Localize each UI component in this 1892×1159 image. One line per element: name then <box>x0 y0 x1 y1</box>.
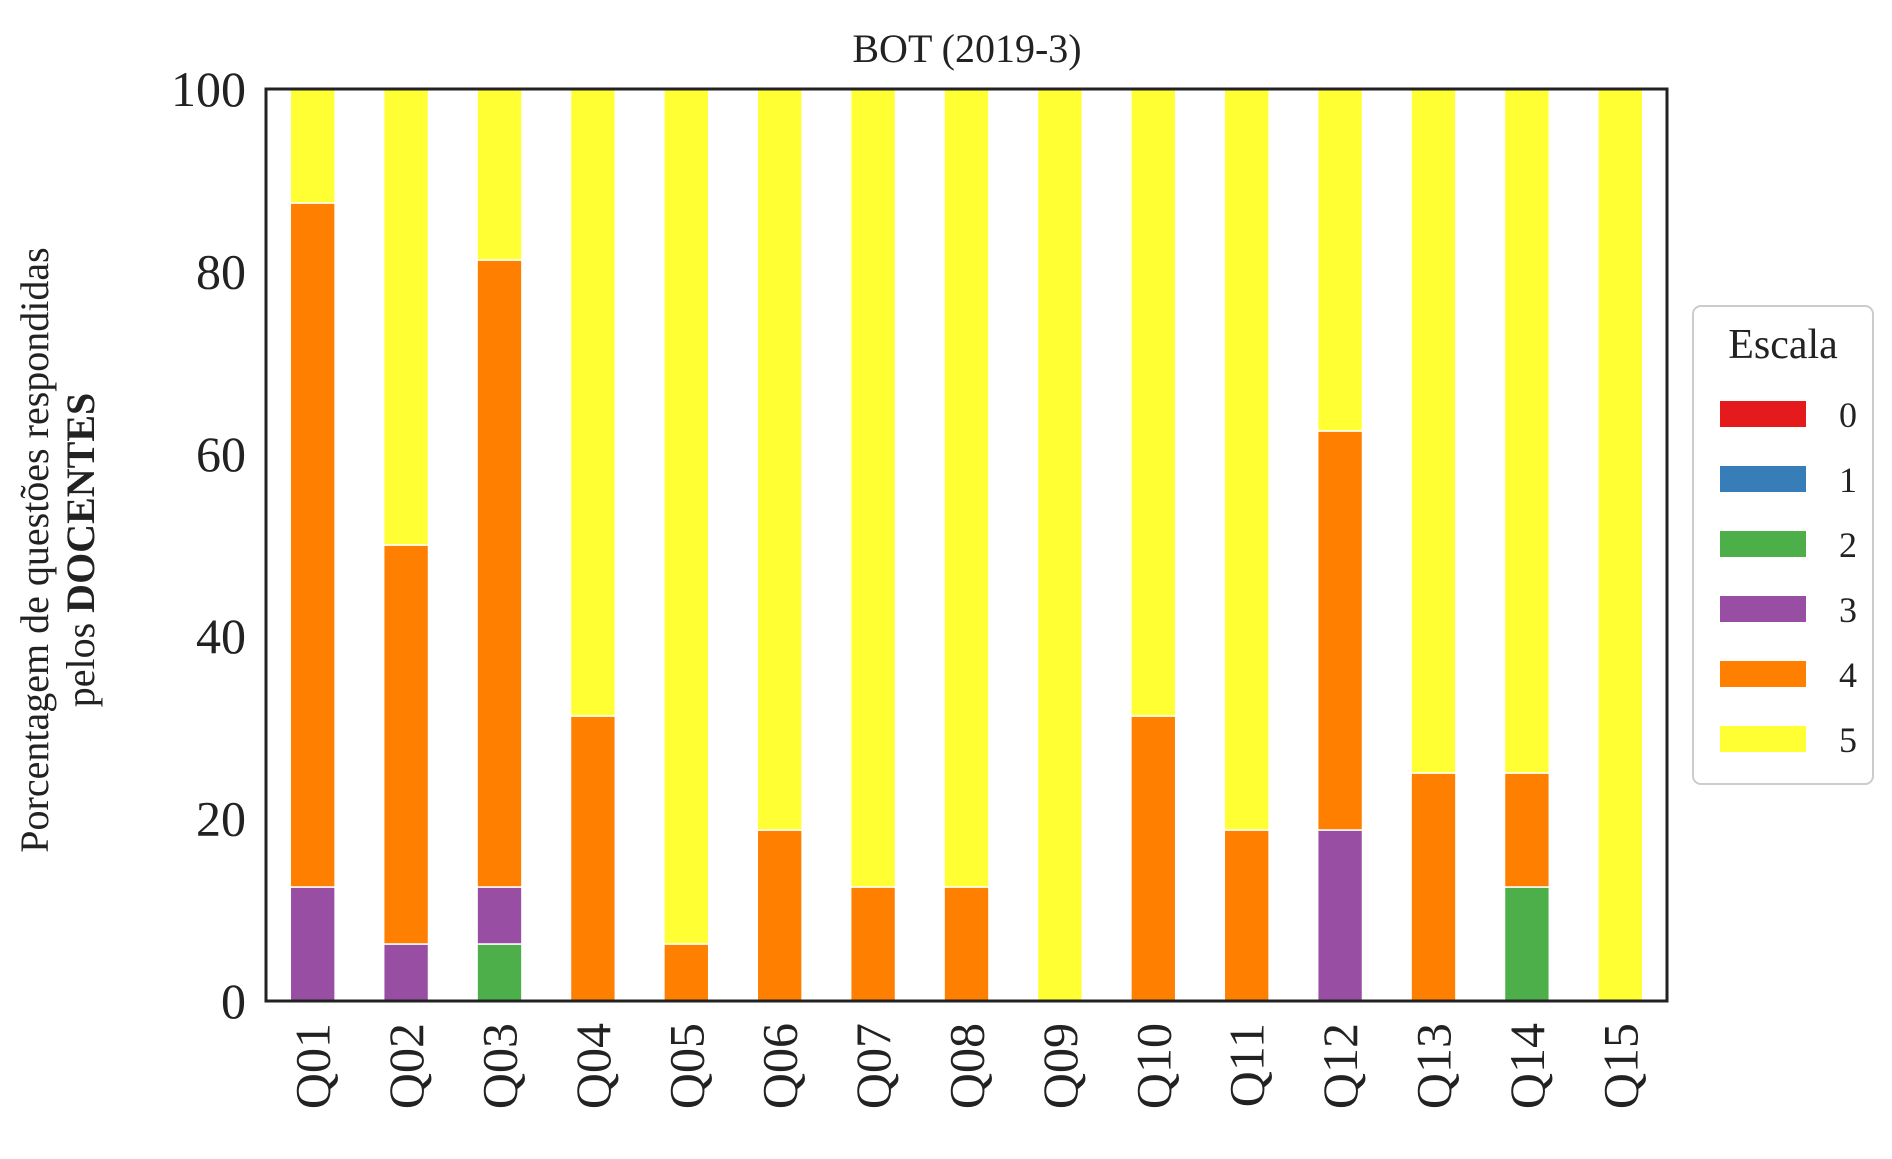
legend-label-3: 3 <box>1839 590 1857 630</box>
bar-Q11-scale-5 <box>1223 88 1270 831</box>
legend-swatch-3 <box>1720 596 1806 622</box>
bar-Q06-scale-5 <box>756 88 803 831</box>
bar-Q10-scale-4 <box>1130 715 1177 1002</box>
bar-Q03-scale-3 <box>476 886 523 945</box>
bar-Q02-scale-4 <box>382 544 430 945</box>
y-axis-label-line2: pelos DOCENTES <box>58 393 103 708</box>
bar-Q05-scale-4 <box>663 943 710 1002</box>
bar-Q01-scale-5 <box>289 88 336 204</box>
bar-Q03-scale-5 <box>476 88 523 261</box>
bar-Q13-scale-4 <box>1410 772 1457 1002</box>
x-axis-ticks: Q01 Q02 Q03 Q04 Q05 Q06 Q07 Q08 Q09 Q10 Q11 Q12 Q13 Q… <box>285 1023 1649 1109</box>
y-tick-label: 0 <box>221 973 246 1029</box>
bar-Q11-scale-4 <box>1223 829 1270 1002</box>
y-axis-label-bold: DOCENTES <box>58 393 103 613</box>
plot-frame <box>264 87 1669 1003</box>
bar-Q12-scale-5 <box>1316 88 1364 432</box>
bar-Q09-scale-5 <box>1036 88 1084 1002</box>
bar-Q07-scale-4 <box>849 886 897 1002</box>
legend-label-5: 5 <box>1839 720 1857 760</box>
legend-label-2: 2 <box>1839 525 1857 565</box>
x-tick-label: Q14 <box>1499 1023 1555 1109</box>
bar-Q14-scale-5 <box>1503 88 1551 774</box>
x-tick-label: Q11 <box>1219 1023 1275 1107</box>
bar-Q07-scale-5 <box>849 88 897 888</box>
y-axis-label-line1: Porcentagem de questões respondidas <box>12 247 57 852</box>
x-tick-label: Q07 <box>845 1023 901 1109</box>
legend-swatch-0 <box>1720 401 1806 427</box>
x-tick-label: Q15 <box>1592 1023 1648 1109</box>
y-tick-label: 40 <box>196 608 246 664</box>
bar-Q04-scale-5 <box>569 88 617 717</box>
bar-Q12-scale-4 <box>1316 430 1364 831</box>
bars-layer <box>289 88 1644 1002</box>
bar-Q01-scale-4 <box>289 202 336 888</box>
x-tick-label: Q01 <box>285 1023 341 1109</box>
y-axis-label-prefix: pelos <box>58 613 103 707</box>
bar-Q02-scale-3 <box>382 943 430 1002</box>
legend-label-0: 0 <box>1839 395 1857 435</box>
bar-Q01-scale-3 <box>289 886 336 1002</box>
y-axis-ticks: 0 20 40 60 80 100 <box>171 61 246 1029</box>
legend: Escala 0 1 2 3 4 5 <box>1692 305 1874 785</box>
x-tick-label: Q04 <box>565 1023 621 1109</box>
bar-Q14-scale-4 <box>1503 772 1551 888</box>
y-tick-label: 20 <box>196 791 246 847</box>
bar-Q06-scale-4 <box>756 829 803 1002</box>
bar-Q08-scale-4 <box>943 886 990 1002</box>
bar-Q03-scale-4 <box>476 259 523 888</box>
bar-Q14-scale-2 <box>1503 886 1551 1002</box>
y-axis-label: Porcentagem de questões respondidas pelo… <box>12 247 103 852</box>
bar-Q12-scale-3 <box>1316 829 1364 1002</box>
x-tick-label: Q08 <box>939 1023 995 1109</box>
chart-title: BOT (2019-3) <box>852 26 1081 71</box>
bar-Q08-scale-5 <box>943 88 990 888</box>
y-tick-label: 80 <box>196 243 246 299</box>
bar-Q04-scale-4 <box>569 715 617 1002</box>
bar-Q02-scale-5 <box>382 88 430 546</box>
x-tick-label: Q12 <box>1312 1023 1368 1109</box>
x-tick-label: Q03 <box>472 1023 528 1109</box>
x-tick-label: Q05 <box>658 1023 714 1109</box>
x-tick-label: Q10 <box>1125 1023 1181 1109</box>
bar-Q03-scale-2 <box>476 943 523 1002</box>
x-tick-label: Q06 <box>752 1023 808 1109</box>
legend-swatch-2 <box>1720 531 1806 557</box>
y-tick-label: 100 <box>171 61 246 117</box>
legend-swatch-4 <box>1720 661 1806 687</box>
legend-label-1: 1 <box>1839 460 1857 500</box>
y-tick-label: 60 <box>196 426 246 482</box>
bar-Q05-scale-5 <box>663 88 710 945</box>
x-tick-label: Q09 <box>1032 1023 1088 1109</box>
bar-Q13-scale-5 <box>1410 88 1457 774</box>
legend-label-4: 4 <box>1839 655 1857 695</box>
x-tick-label: Q13 <box>1406 1023 1462 1109</box>
legend-swatch-5 <box>1720 726 1806 752</box>
legend-title: Escala <box>1728 322 1838 368</box>
legend-swatch-1 <box>1720 466 1806 492</box>
bar-Q10-scale-5 <box>1130 88 1177 717</box>
legend-items: 0 1 2 3 4 5 <box>1720 395 1857 760</box>
x-tick-label: Q02 <box>378 1023 434 1109</box>
bar-Q15-scale-5 <box>1597 88 1644 1002</box>
